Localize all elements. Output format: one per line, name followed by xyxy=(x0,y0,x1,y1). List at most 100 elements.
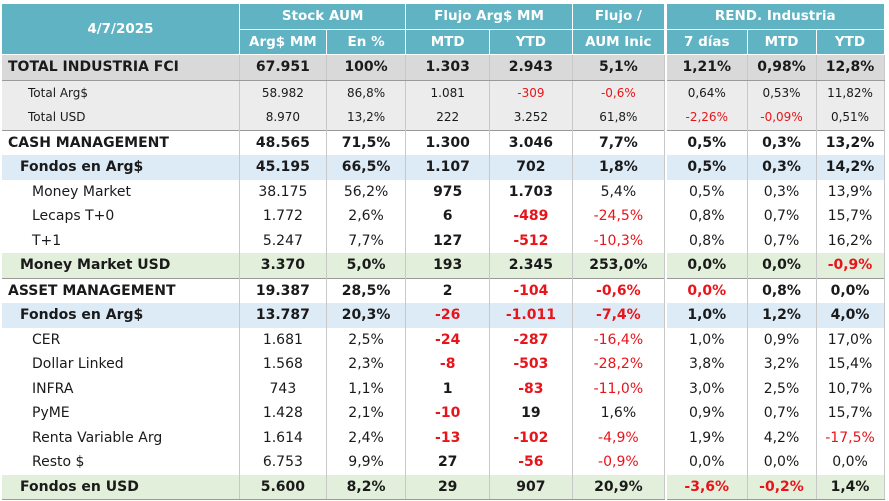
cell-flujo: -4,9% xyxy=(572,425,666,450)
cell-arg: 67.951 xyxy=(239,54,327,81)
table-row: Total USD 8.970 13,2% 222 3.252 61,8% xyxy=(2,105,666,130)
cell-d7: 0,0% xyxy=(667,277,748,303)
cell-arg: 3.370 xyxy=(239,253,327,278)
cell-rmtd: 2,5% xyxy=(747,376,817,401)
cell-rytd: 15,7% xyxy=(816,204,885,229)
cell-pct: 8,2% xyxy=(326,474,407,500)
rend-row: 0,64% 0,53% 11,82% xyxy=(667,80,885,105)
cell-label: Money Market xyxy=(2,179,240,204)
cell-rmtd: 0,3% xyxy=(747,129,817,155)
pct-header: En % xyxy=(326,29,407,55)
cell-ytd: 2.345 xyxy=(489,253,573,278)
table-row: INFRA 743 1,1% 1 -83 -11,0% xyxy=(2,376,666,401)
cell-rytd: 0,0% xyxy=(816,277,885,303)
cell-label: Money Market USD xyxy=(2,253,240,278)
cell-flujo: 5,4% xyxy=(572,179,666,204)
mtd-header: MTD xyxy=(405,29,491,55)
cell-ytd: 2.943 xyxy=(489,54,573,81)
cell-mtd: 975 xyxy=(405,179,491,204)
cell-rmtd: 0,3% xyxy=(747,155,817,180)
rend-row: 0,0% 0,8% 0,0% xyxy=(667,277,885,303)
cell-label: ASSET MANAGEMENT xyxy=(2,277,240,303)
cell-ytd: 3.252 xyxy=(489,105,573,130)
cell-mtd: 6 xyxy=(405,204,491,229)
cell-pct: 5,0% xyxy=(326,253,407,278)
cell-d7: 1,0% xyxy=(667,327,748,352)
cell-ytd: -104 xyxy=(489,277,573,303)
cell-mtd: -13 xyxy=(405,425,491,450)
rend-row: 0,5% 0,3% 14,2% xyxy=(667,155,885,180)
cell-flujo: 253,0% xyxy=(572,253,666,278)
cell-rytd: 16,2% xyxy=(816,228,885,253)
cell-ytd: -287 xyxy=(489,327,573,352)
cell-arg: 58.982 xyxy=(239,80,327,105)
cell-label: Fondos en USD xyxy=(2,474,240,500)
cell-ytd: -102 xyxy=(489,425,573,450)
cell-ytd: 702 xyxy=(489,155,573,180)
rend-row: 0,9% 0,7% 15,7% xyxy=(667,401,885,426)
ytd-header: YTD xyxy=(489,29,573,55)
cell-mtd: 127 xyxy=(405,228,491,253)
cell-mtd: 193 xyxy=(405,253,491,278)
cell-pct: 2,4% xyxy=(326,425,407,450)
cell-label: TOTAL INDUSTRIA FCI xyxy=(2,54,240,81)
table-row: Money Market USD 3.370 5,0% 193 2.345 253,0% xyxy=(2,253,666,278)
cell-rytd: 1,4% xyxy=(816,474,885,500)
cell-arg: 1.614 xyxy=(239,425,327,450)
cell-mtd: -8 xyxy=(405,352,491,377)
cell-arg: 6.753 xyxy=(239,450,327,475)
cell-d7: 0,5% xyxy=(667,179,748,204)
cell-label: Total USD xyxy=(2,105,240,130)
cell-mtd: 1.300 xyxy=(405,129,491,155)
cell-d7: -3,6% xyxy=(667,474,748,500)
cell-arg: 48.565 xyxy=(239,129,327,155)
cell-label: CER xyxy=(2,327,240,352)
table-row: ASSET MANAGEMENT 19.387 28,5% 2 -104 -0,6% xyxy=(2,277,666,303)
cell-pct: 13,2% xyxy=(326,105,407,130)
cell-ytd: 3.046 xyxy=(489,129,573,155)
table-row: CASH MANAGEMENT 48.565 71,5% 1.300 3.046 7,7% xyxy=(2,129,666,155)
cell-rmtd: 0,7% xyxy=(747,204,817,229)
cell-label: Fondos en Arg$ xyxy=(2,155,240,180)
rend-row: 0,0% 0,0% -0,9% xyxy=(667,253,885,278)
cell-ytd: -512 xyxy=(489,228,573,253)
cell-mtd: 222 xyxy=(405,105,491,130)
cell-rytd: 10,7% xyxy=(816,376,885,401)
rend-row: -2,26% -0,09% 0,51% xyxy=(667,105,885,130)
cell-mtd: 1.303 xyxy=(405,54,491,81)
cell-rytd: 15,7% xyxy=(816,401,885,426)
cell-flujo: 61,8% xyxy=(572,105,666,130)
cell-rmtd: 0,3% xyxy=(747,179,817,204)
cell-rmtd: 0,8% xyxy=(747,277,817,303)
cell-label: Renta Variable Arg xyxy=(2,425,240,450)
cell-d7: 0,8% xyxy=(667,204,748,229)
cell-arg: 38.175 xyxy=(239,179,327,204)
rend-row: 1,0% 1,2% 4,0% xyxy=(667,303,885,328)
cell-flujo: 5,1% xyxy=(572,54,666,81)
cell-rytd: 15,4% xyxy=(816,352,885,377)
cell-pct: 86,8% xyxy=(326,80,407,105)
table-row: Resto $6.753 9,9% 27 -56 -0,9% xyxy=(2,450,666,475)
table-row: Dollar Linked 1.568 2,3% -8 -503 -28,2% xyxy=(2,352,666,377)
cell-ytd: -83 xyxy=(489,376,573,401)
cell-flujo: -16,4% xyxy=(572,327,666,352)
table-row: CER 1.681 2,5% -24 -287 -16,4% xyxy=(2,327,666,352)
cell-label: PyME xyxy=(2,401,240,426)
cell-mtd: 1.081 xyxy=(405,80,491,105)
cell-rmtd: -0,09% xyxy=(747,105,817,130)
cell-flujo: -0,9% xyxy=(572,450,666,475)
cell-mtd: -26 xyxy=(405,303,491,328)
rend-header-row-1: REND. Industria xyxy=(667,4,885,30)
cell-mtd: -10 xyxy=(405,401,491,426)
cell-rytd: -17,5% xyxy=(816,425,885,450)
table-row: Fondos en USD 5.600 8,2% 29 907 20,9% xyxy=(2,474,666,500)
stock-flujo-table: 4/7/2025 Stock AUM Flujo Arg$ MM Flujo /… xyxy=(2,4,666,500)
cell-rytd: 17,0% xyxy=(816,327,885,352)
cell-flujo: -11,0% xyxy=(572,376,666,401)
table-row: TOTAL INDUSTRIA FCI 67.951 100% 1.303 2.943 5… xyxy=(2,54,666,81)
cell-rmtd: 0,7% xyxy=(747,401,817,426)
header-row-1: 4/7/2025 Stock AUM Flujo Arg$ MM Flujo / xyxy=(2,4,666,55)
date-header: 4/7/2025 xyxy=(2,4,240,55)
header-row-2: Arg$ MM En % MTD YTD AUM Inic xyxy=(2,29,666,55)
